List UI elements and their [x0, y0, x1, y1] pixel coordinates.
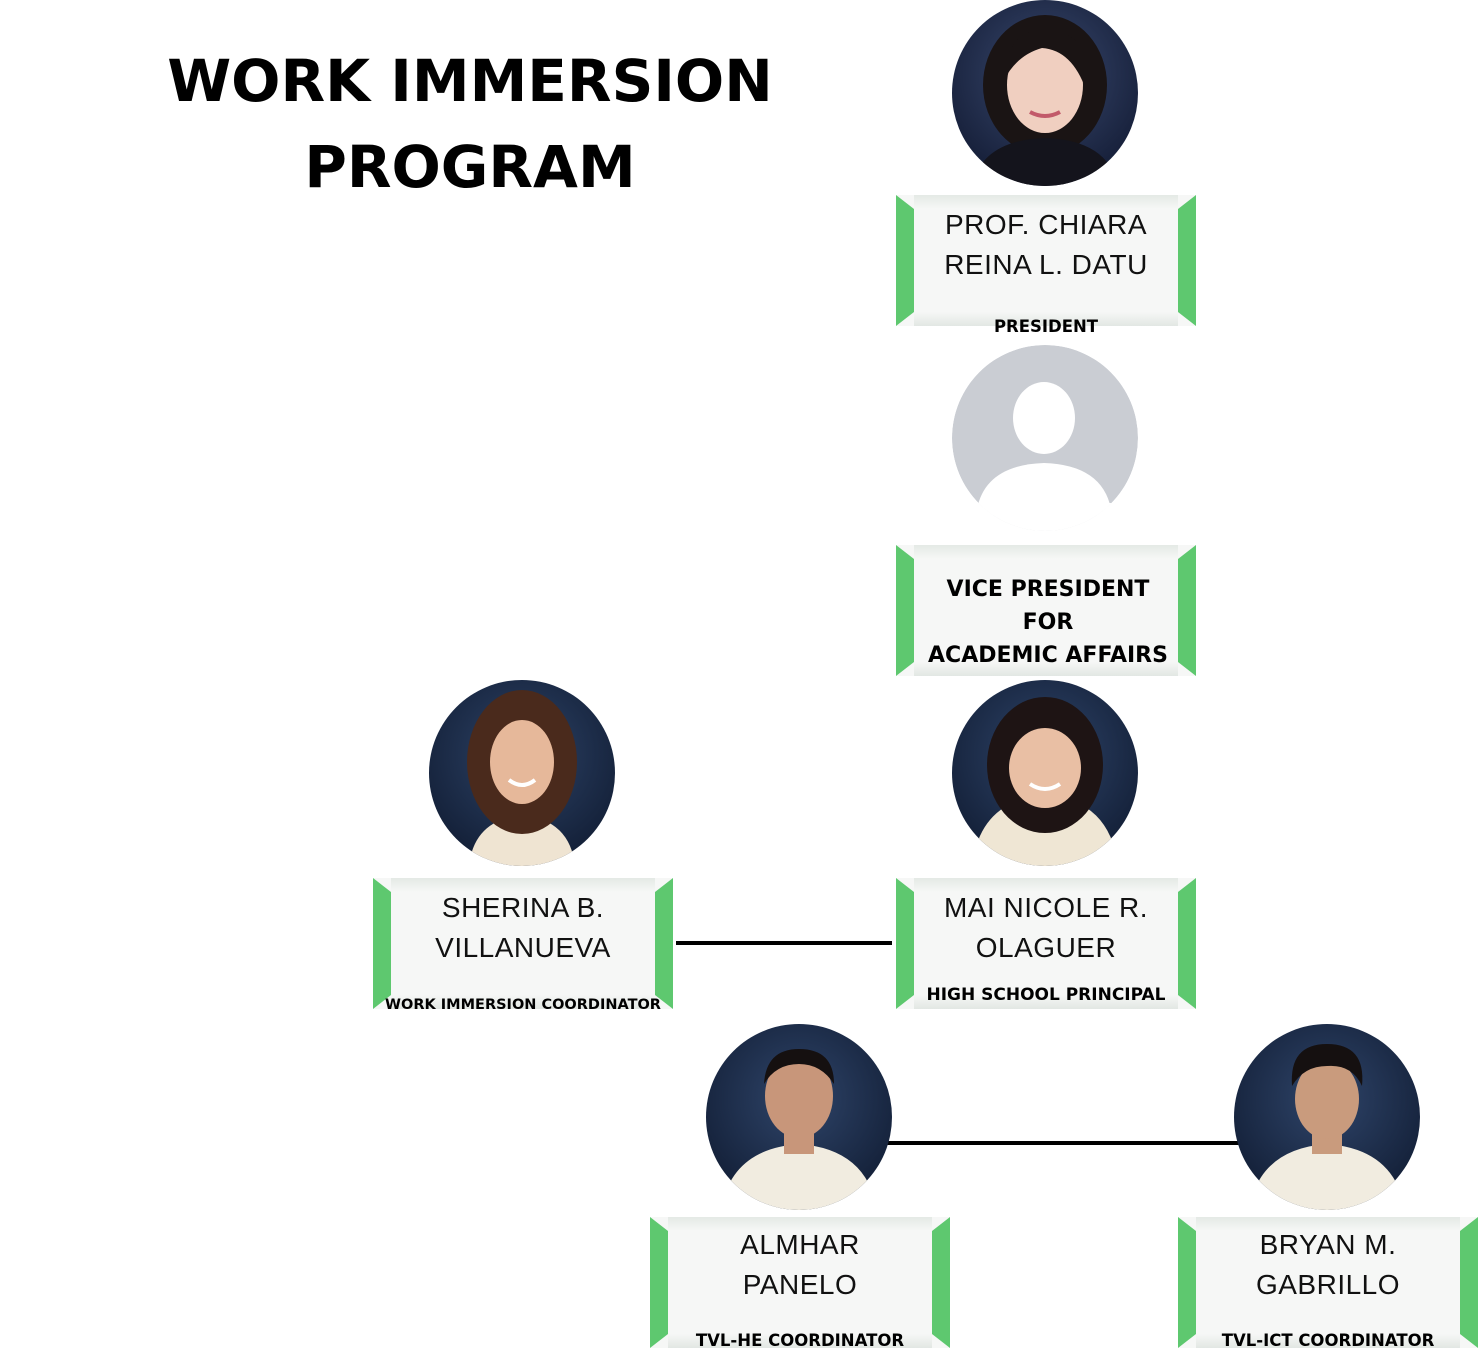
vp-avatar-placeholder — [952, 345, 1138, 531]
president-name: PROF. CHIARA REINA L. DATU — [944, 209, 1148, 280]
connector-he-ict — [885, 1141, 1243, 1145]
coordinator-role: WORK IMMERSION COORDINATOR — [385, 997, 661, 1013]
tvl-he-name: ALMHAR PANELO — [740, 1229, 860, 1300]
tvl-ict-card: BRYAN M. GABRILLO TVL-ICT COORDINATOR — [1178, 1217, 1478, 1350]
vp-card: VICE PRESIDENT FOR ACADEMIC AFFAIRS — [896, 545, 1196, 676]
chart-title: WORK IMMERSION PROGRAM — [150, 38, 790, 210]
tvl-he-role: TVL-HE COORDINATOR — [695, 1331, 905, 1350]
tvl-he-card: ALMHAR PANELO TVL-HE COORDINATOR — [650, 1217, 950, 1350]
tvl-ict-photo — [1234, 1024, 1420, 1210]
coordinator-name: SHERINA B. VILLANUEVA — [435, 892, 611, 963]
principal-name: MAI NICOLE R. OLAGUER — [943, 892, 1149, 963]
president-photo — [952, 0, 1138, 186]
tvl-he-photo — [706, 1024, 892, 1210]
title-line-1: WORK IMMERSION — [167, 47, 773, 115]
vp-role: VICE PRESIDENT FOR ACADEMIC AFFAIRS — [928, 577, 1168, 668]
principal-card: MAI NICOLE R. OLAGUER HIGH SCHOOL PRINCI… — [896, 878, 1196, 1009]
tvl-ict-role: TVL-ICT COORDINATOR — [1221, 1331, 1435, 1350]
president-card: PROF. CHIARA REINA L. DATU PRESIDENT — [896, 195, 1196, 336]
president-role: PRESIDENT — [993, 317, 1099, 336]
connector-coordinator-principal — [676, 941, 892, 945]
principal-photo — [952, 680, 1138, 866]
principal-role: HIGH SCHOOL PRINCIPAL — [926, 985, 1166, 1005]
coordinator-photo — [429, 680, 615, 866]
coordinator-card: SHERINA B. VILLANUEVA WORK IMMERSION COO… — [373, 878, 673, 1013]
title-line-2: PROGRAM — [304, 133, 636, 201]
tvl-ict-name: BRYAN M. GABRILLO — [1255, 1229, 1401, 1300]
